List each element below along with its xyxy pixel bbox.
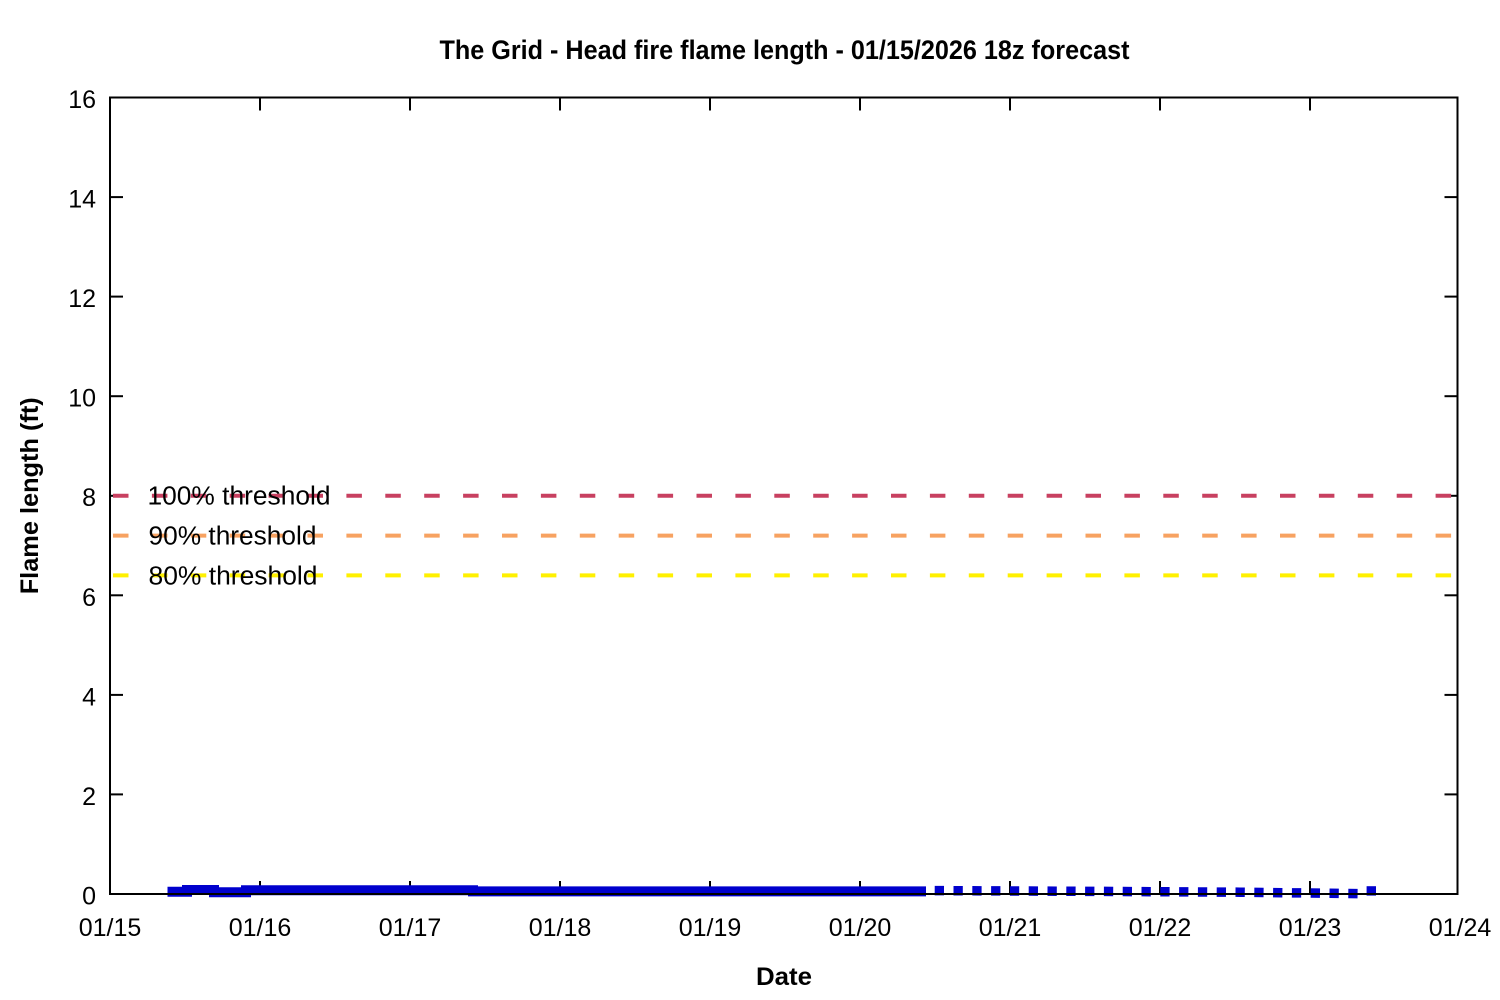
svg-text:8: 8 xyxy=(82,484,96,512)
svg-text:12: 12 xyxy=(68,285,96,313)
svg-text:01/20: 01/20 xyxy=(829,914,892,942)
svg-text:Date: Date xyxy=(756,963,812,991)
svg-text:The Grid - Head fire flame len: The Grid - Head fire flame length - 01/1… xyxy=(440,35,1130,65)
svg-text:01/18: 01/18 xyxy=(529,914,592,942)
svg-text:01/23: 01/23 xyxy=(1279,914,1342,942)
svg-text:90% threshold: 90% threshold xyxy=(149,523,317,551)
svg-text:01/19: 01/19 xyxy=(679,914,742,942)
svg-text:80% threshold: 80% threshold xyxy=(149,563,318,591)
svg-text:01/17: 01/17 xyxy=(379,914,442,942)
svg-text:01/16: 01/16 xyxy=(229,914,292,942)
svg-text:Flame length (ft): Flame length (ft) xyxy=(16,397,44,594)
svg-text:01/15: 01/15 xyxy=(79,914,142,942)
svg-text:100% threshold: 100% threshold xyxy=(148,483,331,511)
svg-text:14: 14 xyxy=(68,186,96,214)
svg-text:16: 16 xyxy=(68,86,96,114)
svg-text:01/22: 01/22 xyxy=(1129,914,1192,942)
svg-text:6: 6 xyxy=(82,584,96,612)
svg-text:2: 2 xyxy=(82,783,96,811)
svg-text:0: 0 xyxy=(82,882,96,910)
svg-text:10: 10 xyxy=(68,385,96,413)
svg-text:01/21: 01/21 xyxy=(979,914,1042,942)
svg-text:01/24: 01/24 xyxy=(1429,914,1492,942)
svg-text:4: 4 xyxy=(82,683,96,711)
